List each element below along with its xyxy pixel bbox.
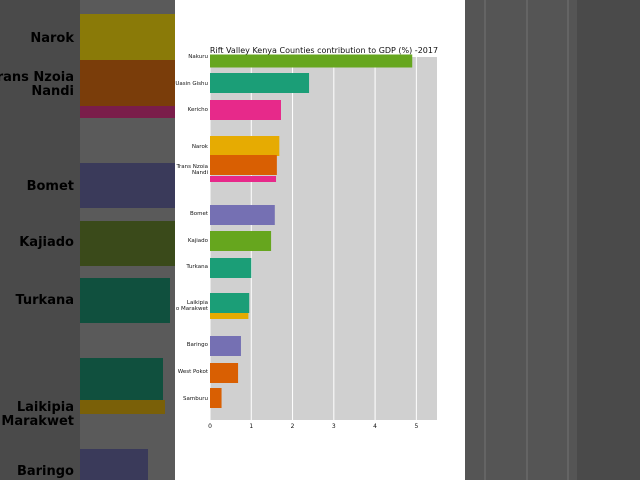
background-zoom-right — [465, 0, 640, 480]
bar-bomet — [210, 205, 275, 225]
y-tick-label: West Pokot — [178, 369, 209, 375]
x-tick-label: 1 — [249, 423, 253, 430]
x-tick-label: 5 — [414, 423, 418, 430]
bg-zoom-label: Bomet — [27, 179, 74, 194]
bg-bar-narok — [80, 14, 175, 60]
bg-bar-laikipia — [80, 358, 163, 404]
bg-bar-elgeyo — [80, 400, 165, 414]
bg-zoom-label: Narok — [30, 31, 74, 46]
bg-zoom-label: Baringo — [17, 464, 74, 479]
bg-bar-nandi — [80, 106, 175, 118]
x-tick-label: 2 — [291, 423, 295, 430]
bar-elgeyo-marakwet — [210, 313, 249, 319]
y-tick-label: Turkana — [185, 264, 208, 270]
bars — [210, 54, 413, 408]
bg-bar-kajiado — [80, 221, 175, 266]
x-tick-label: 0 — [208, 423, 212, 430]
bar-west-pokot — [210, 363, 239, 383]
y-tick-label: Samburu — [183, 396, 208, 402]
y-tick-label: Baringo — [187, 342, 209, 348]
bar-trans-nzoia — [210, 155, 277, 175]
bar-narok — [210, 136, 280, 156]
bar-kajiado — [210, 231, 272, 251]
bar-samburu — [210, 388, 222, 408]
x-tick-labels: 0 1 2 3 4 5 — [208, 423, 418, 430]
bar-kericho — [210, 100, 281, 120]
y-tick-label: Uasin Gishu — [175, 81, 208, 87]
y-tick-label: Nakuru — [188, 54, 208, 60]
bar-turkana — [210, 258, 252, 278]
y-tick-label: Narok — [192, 144, 209, 150]
y-tick-label: Laikipia o Marakwet — [176, 300, 209, 312]
bg-bar-bomet — [80, 163, 175, 208]
y-tick-label: Kajiado — [188, 238, 209, 244]
x-tick-label: 4 — [373, 423, 377, 430]
bar-laikipia — [210, 293, 250, 313]
bg-bar-trans-nzoia — [80, 60, 175, 108]
bar-uasin-gishu — [210, 73, 310, 93]
bar-baringo — [210, 336, 241, 356]
bar-nakuru — [210, 54, 413, 68]
x-tick-label: 3 — [332, 423, 336, 430]
y-tick-label: Kericho — [188, 107, 209, 113]
y-tick-label: Trans Nzoia Nandi — [175, 164, 208, 176]
y-tick-label: Bomet — [190, 211, 209, 217]
bg-zoom-label: Kajiado — [19, 235, 74, 250]
y-tick-labels: Nakuru Uasin Gishu Kericho Narok Trans Nzoia… — [175, 54, 208, 402]
bg-zoom-label: Turkana — [15, 293, 74, 308]
chart-title: Rift Valley Kenya Counties contribution … — [210, 46, 438, 55]
bg-bar-baringo — [80, 449, 148, 480]
bg-bar-turkana — [80, 278, 170, 323]
bar-nandi — [210, 176, 277, 182]
